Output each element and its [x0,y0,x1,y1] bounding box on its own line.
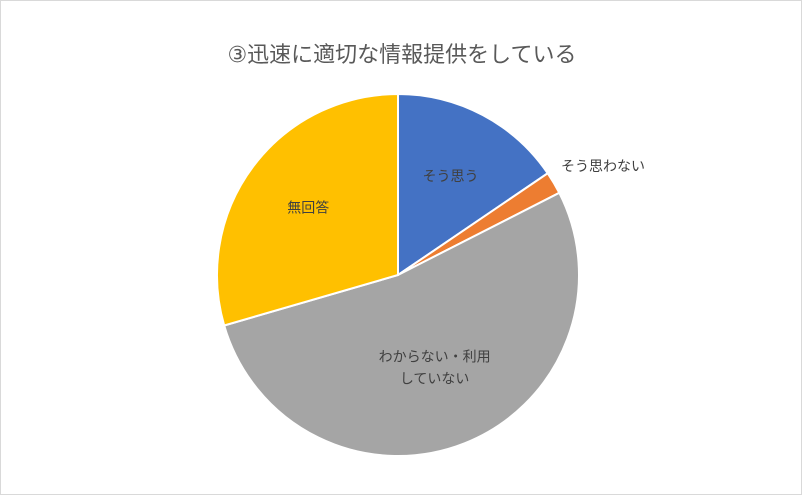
slice-label: 無回答 [287,200,329,217]
chart-title: ③迅速に適切な情報提供をしている [227,43,577,68]
pie-slice [397,92,550,277]
slice-label: わからない・利用していない [379,350,491,388]
pie-slice [222,191,580,457]
pie-slice [216,92,399,327]
slice-label: そう思う [423,169,479,185]
slice-label: そう思わない [561,159,645,175]
